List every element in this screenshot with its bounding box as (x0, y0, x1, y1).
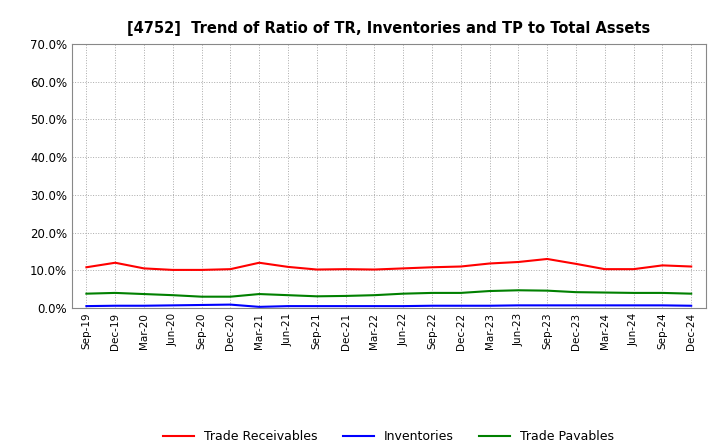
Trade Receivables (226, 267, 235, 272)
Trade Payables (629, 290, 638, 296)
Inventories (370, 304, 379, 309)
Inventories (687, 303, 696, 308)
Inventories (341, 304, 350, 309)
Trade Receivables (140, 266, 148, 271)
Trade Receivables (428, 264, 436, 270)
Line: Trade Payables: Trade Payables (86, 290, 691, 297)
Trade Receivables (197, 267, 206, 272)
Inventories (514, 303, 523, 308)
Legend: Trade Receivables, Inventories, Trade Payables: Trade Receivables, Inventories, Trade Pa… (158, 425, 619, 440)
Inventories (428, 303, 436, 308)
Trade Receivables (312, 267, 321, 272)
Trade Receivables (687, 264, 696, 269)
Trade Payables (341, 293, 350, 299)
Trade Payables (428, 290, 436, 296)
Inventories (82, 304, 91, 309)
Trade Payables (140, 291, 148, 297)
Trade Payables (600, 290, 609, 295)
Inventories (399, 304, 408, 309)
Trade Payables (197, 294, 206, 299)
Trade Receivables (600, 267, 609, 272)
Trade Payables (543, 288, 552, 293)
Trade Receivables (284, 264, 292, 270)
Line: Inventories: Inventories (86, 304, 691, 307)
Inventories (600, 303, 609, 308)
Trade Receivables (370, 267, 379, 272)
Trade Receivables (572, 261, 580, 267)
Trade Receivables (456, 264, 465, 269)
Trade Payables (226, 294, 235, 299)
Trade Payables (399, 291, 408, 296)
Trade Receivables (543, 257, 552, 262)
Trade Payables (572, 290, 580, 295)
Trade Payables (485, 288, 494, 293)
Trade Payables (82, 291, 91, 296)
Inventories (658, 303, 667, 308)
Trade Receivables (111, 260, 120, 265)
Inventories (168, 303, 177, 308)
Trade Receivables (168, 267, 177, 272)
Trade Receivables (629, 267, 638, 272)
Trade Payables (370, 293, 379, 298)
Trade Receivables (255, 260, 264, 265)
Trade Payables (456, 290, 465, 296)
Inventories (572, 303, 580, 308)
Inventories (197, 302, 206, 308)
Trade Receivables (514, 259, 523, 264)
Title: [4752]  Trend of Ratio of TR, Inventories and TP to Total Assets: [4752] Trend of Ratio of TR, Inventories… (127, 21, 650, 36)
Trade Receivables (341, 267, 350, 272)
Inventories (629, 303, 638, 308)
Inventories (543, 303, 552, 308)
Trade Receivables (658, 263, 667, 268)
Trade Payables (312, 293, 321, 299)
Inventories (255, 304, 264, 309)
Trade Receivables (485, 261, 494, 266)
Inventories (140, 303, 148, 308)
Trade Receivables (399, 266, 408, 271)
Trade Payables (111, 290, 120, 296)
Inventories (226, 302, 235, 307)
Trade Payables (658, 290, 667, 296)
Inventories (312, 304, 321, 309)
Inventories (284, 304, 292, 309)
Trade Payables (687, 291, 696, 296)
Inventories (456, 303, 465, 308)
Trade Receivables (82, 264, 91, 270)
Trade Payables (255, 291, 264, 297)
Inventories (485, 303, 494, 308)
Inventories (111, 303, 120, 308)
Trade Payables (168, 293, 177, 298)
Line: Trade Receivables: Trade Receivables (86, 259, 691, 270)
Trade Payables (514, 288, 523, 293)
Trade Payables (284, 293, 292, 298)
